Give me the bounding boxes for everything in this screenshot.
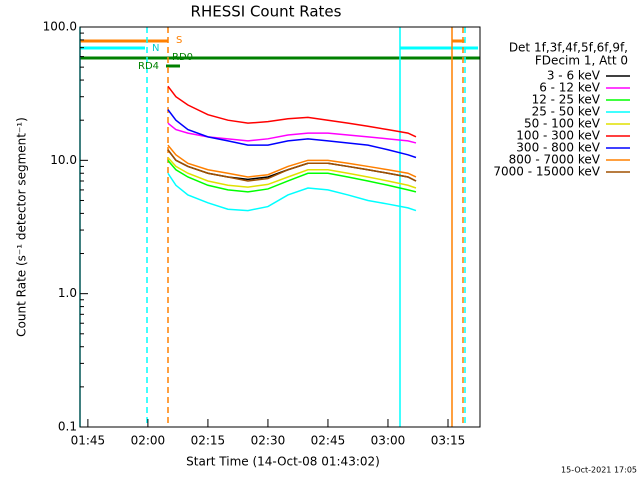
legend-label: 6 - 12 keV xyxy=(539,81,601,95)
legend-label: 12 - 25 keV xyxy=(532,93,601,107)
legend-header: Det 1f,3f,4f,5f,6f,9f, xyxy=(509,41,628,55)
series-line xyxy=(167,144,417,178)
plot-frame xyxy=(79,26,481,428)
x-tick-label: 02:00 xyxy=(131,434,166,448)
series-line xyxy=(167,122,417,144)
x-tick-label: 02:15 xyxy=(191,434,226,448)
y-axis-label: Count Rate (s⁻¹ detector segment⁻¹) xyxy=(15,117,29,337)
x-tick-label: 01:45 xyxy=(71,434,106,448)
legend-label: 7000 - 15000 keV xyxy=(493,165,600,179)
legend-label: 800 - 7000 keV xyxy=(509,153,601,167)
series-line xyxy=(167,149,417,182)
annotation: N xyxy=(152,43,159,54)
legend-header: FDecim 1, Att 0 xyxy=(535,54,628,68)
x-tick-label: 03:00 xyxy=(371,434,406,448)
legend-label: 300 - 800 keV xyxy=(516,141,600,155)
series-line xyxy=(167,85,417,138)
legend-label: 100 - 300 keV xyxy=(516,129,600,143)
chart-title: RHESSI Count Rates xyxy=(191,3,342,21)
annotation: RD0 xyxy=(172,52,193,63)
y-tick-label: 0.1 xyxy=(58,420,77,434)
x-axis-label: Start Time (14-Oct-08 01:43:02) xyxy=(186,455,380,469)
footer: 15-Oct-2021 17:05 xyxy=(561,466,637,475)
y-tick-label: 10.0 xyxy=(50,153,77,167)
annotation: RD4 xyxy=(138,61,159,72)
series-line xyxy=(167,109,417,159)
legend-label: 25 - 50 keV xyxy=(532,105,601,119)
y-tick-label: 1.0 xyxy=(58,286,77,300)
series-line xyxy=(167,159,417,193)
series-line xyxy=(167,157,417,189)
annotation: S xyxy=(176,35,182,46)
y-tick-label: 100.0 xyxy=(43,20,77,34)
series-line xyxy=(167,172,417,212)
x-tick-label: 02:45 xyxy=(311,434,346,448)
state-bars xyxy=(79,27,480,427)
x-tick-label: 03:15 xyxy=(431,434,466,448)
legend-label: 50 - 100 keV xyxy=(524,117,601,131)
legend-label: 3 - 6 keV xyxy=(547,69,601,83)
x-tick-label: 02:30 xyxy=(251,434,286,448)
